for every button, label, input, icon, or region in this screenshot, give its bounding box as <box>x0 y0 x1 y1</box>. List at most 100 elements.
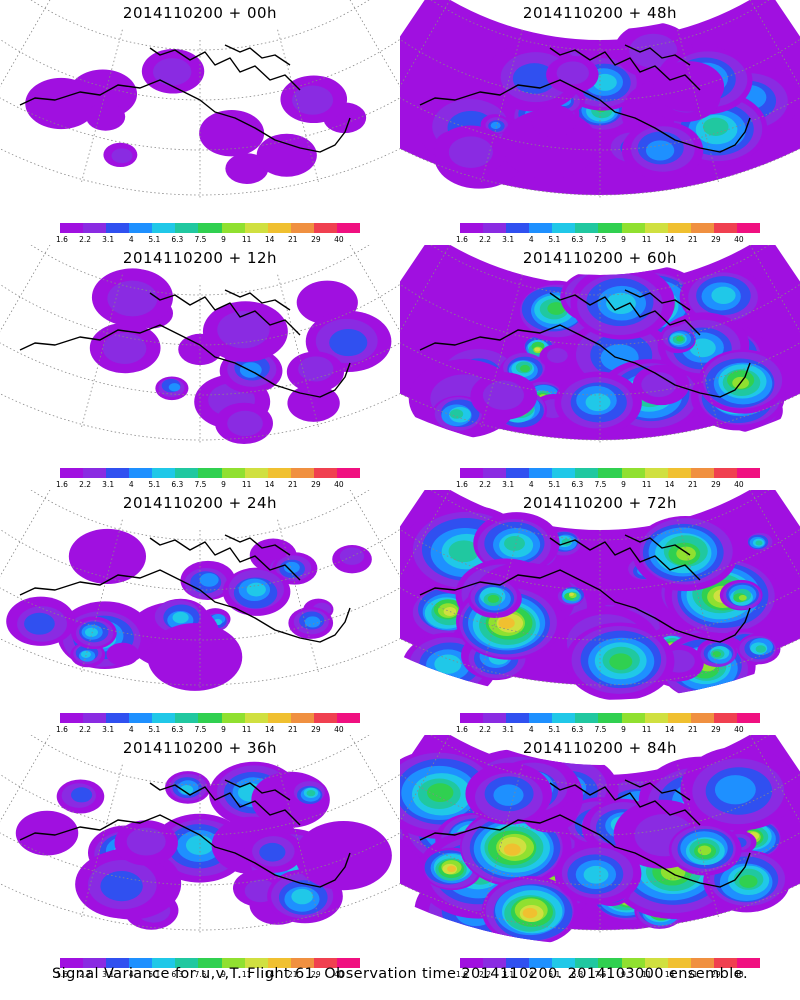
colorbar-label: 11 <box>641 235 652 244</box>
variance-contour <box>522 907 538 919</box>
variance-contour <box>227 410 263 437</box>
colorbar-label: 7.5 <box>194 480 207 489</box>
colorbar-segment <box>152 713 176 723</box>
coastline <box>19 534 351 643</box>
colorbar-label: 1.6 <box>456 970 468 979</box>
colorbar-label: 6.3 <box>171 970 184 979</box>
variance-contour <box>487 594 500 603</box>
colorbar-label: 14 <box>264 480 275 489</box>
colorbar-label: 21 <box>287 235 298 244</box>
colorbar-segment <box>667 958 692 968</box>
colorbar-labels: 1.6 2.2 3.1 4 5.1 6.3 7.5 9 11 14 21 29 40 <box>56 725 360 735</box>
colorbar-label: 1.6 <box>456 480 468 489</box>
variance-contour <box>585 393 611 412</box>
colorbar-segment <box>667 468 692 478</box>
variance-contour <box>653 61 725 112</box>
colorbar-label: 6.3 <box>571 235 584 244</box>
latitude-line <box>400 316 800 396</box>
variance-contour <box>147 623 243 691</box>
colorbar-label: 4 <box>128 725 134 734</box>
polar-map <box>400 245 800 445</box>
variance-contour <box>291 888 313 905</box>
latitude-line <box>0 275 400 346</box>
variance-contour <box>339 547 365 565</box>
colorbar-segment <box>198 958 223 968</box>
colorbar-label: 14 <box>664 480 675 489</box>
variance-contour <box>256 133 317 177</box>
colorbar-segment <box>129 223 153 233</box>
colorbar-segment <box>690 468 715 478</box>
longitude-line <box>480 274 523 430</box>
coastline <box>19 779 351 888</box>
variance-contour <box>546 348 568 363</box>
longitude-line <box>0 245 51 384</box>
variance-contour <box>80 650 91 658</box>
colorbar-segment <box>529 223 553 233</box>
latitude-line <box>400 765 800 836</box>
colorbar-segment <box>83 713 107 723</box>
colorbar-segment <box>690 958 715 968</box>
colorbar-segment <box>552 223 576 233</box>
forecast-panel: 2014110200 + 36h 1.6 2.2 3.1 4 5.1 6.3 7.5 9 11 14… <box>0 735 400 980</box>
colorbar-segment <box>621 713 646 723</box>
colorbar-labels: 1.6 2.2 3.1 4 5.1 6.3 7.5 9 11 14 21 29 40 <box>456 725 760 735</box>
colorbar-segment <box>621 958 646 968</box>
colorbar-segment <box>244 468 269 478</box>
variance-contour <box>711 286 736 304</box>
colorbar-label: 4 <box>128 480 134 489</box>
colorbar-label: 11 <box>241 725 252 734</box>
colorbar-segment <box>129 713 153 723</box>
variance-contour <box>755 540 763 546</box>
variance-contour <box>531 105 577 138</box>
colorbar-label: 21 <box>687 970 698 979</box>
colorbar-label: 40 <box>734 970 744 979</box>
colorbar <box>60 223 361 233</box>
longitude-line <box>480 519 523 675</box>
variance-contour <box>448 136 493 168</box>
colorbar-segment <box>460 468 484 478</box>
colorbar-segment <box>267 223 292 233</box>
colorbar-segment <box>483 713 507 723</box>
colorbar-segment <box>244 713 269 723</box>
colorbar-label: 11 <box>641 725 652 734</box>
colorbar-label: 2.2 <box>79 970 92 979</box>
latitude-line <box>0 561 400 641</box>
colorbar-segment <box>713 958 738 968</box>
colorbar <box>60 713 361 723</box>
colorbar-label: 2.2 <box>79 235 92 244</box>
figure-caption: Signal Variance for u,v,T. Flight 61. Ob… <box>52 966 748 982</box>
colorbar-labels: 1.6 2.2 3.1 4 5.1 6.3 7.5 9 11 14 21 29 40 <box>56 480 360 490</box>
colorbar-segment <box>598 223 623 233</box>
longitude-line <box>480 29 523 185</box>
colorbar-label: 5.1 <box>548 480 561 489</box>
colorbar-segment <box>221 468 246 478</box>
colorbar-label: 6.3 <box>171 235 184 244</box>
colorbar-segment <box>60 468 84 478</box>
colorbar-label: 7.5 <box>594 970 607 979</box>
colorbar-segment <box>483 468 507 478</box>
latitude-line <box>400 561 800 641</box>
polar-map <box>400 0 800 200</box>
colorbar-segment <box>736 713 761 723</box>
variance-contour <box>427 783 454 803</box>
variance-contour <box>246 582 266 597</box>
panel-title: 2014110200 + 36h <box>122 739 278 757</box>
forecast-panel: 2014110200 + 48h 1.6 2.2 3.1 4 5.1 6.3 7.5 9 11 14… <box>400 0 800 245</box>
coastline <box>419 44 751 153</box>
longitude-line <box>277 519 320 675</box>
colorbar <box>460 468 761 478</box>
colorbar-label: 9 <box>621 725 626 734</box>
forecast-panel: 2014110200 + 72h 1.6 2.2 3.1 4 5.1 6.3 7.5 9 11 14… <box>400 490 800 735</box>
colorbar-label: 2.2 <box>79 725 92 734</box>
colorbar-label: 29 <box>311 725 321 734</box>
polar-map <box>400 735 800 945</box>
colorbar-label: 5.1 <box>548 725 561 734</box>
variance-contour <box>71 787 93 803</box>
longitude-line <box>80 29 123 185</box>
variance-contour <box>482 380 524 410</box>
colorbar-segment <box>290 223 315 233</box>
variance-contour <box>126 827 166 856</box>
longitude-line <box>80 274 123 430</box>
panel-title: 2014110200 + 72h <box>522 494 678 512</box>
longitude-line <box>677 29 720 185</box>
